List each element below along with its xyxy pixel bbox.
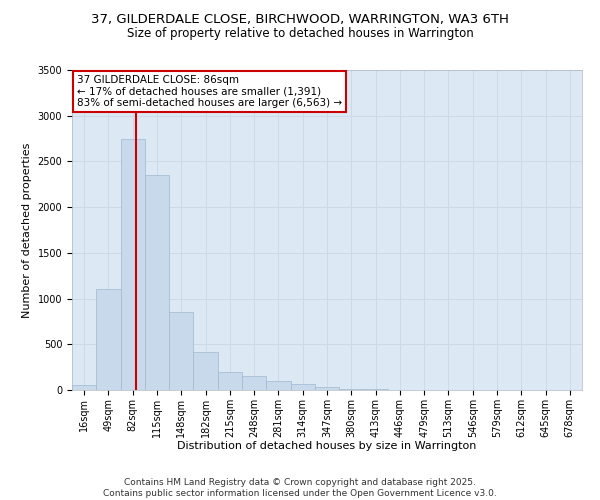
Y-axis label: Number of detached properties: Number of detached properties bbox=[22, 142, 32, 318]
Text: Contains HM Land Registry data © Crown copyright and database right 2025.
Contai: Contains HM Land Registry data © Crown c… bbox=[103, 478, 497, 498]
X-axis label: Distribution of detached houses by size in Warrington: Distribution of detached houses by size … bbox=[178, 441, 476, 451]
Text: Size of property relative to detached houses in Warrington: Size of property relative to detached ho… bbox=[127, 28, 473, 40]
Bar bbox=[242, 376, 266, 390]
Text: 37, GILDERDALE CLOSE, BIRCHWOOD, WARRINGTON, WA3 6TH: 37, GILDERDALE CLOSE, BIRCHWOOD, WARRING… bbox=[91, 12, 509, 26]
Bar bbox=[121, 138, 145, 390]
Bar bbox=[193, 352, 218, 390]
Bar bbox=[339, 388, 364, 390]
Bar bbox=[218, 372, 242, 390]
Text: 37 GILDERDALE CLOSE: 86sqm
← 17% of detached houses are smaller (1,391)
83% of s: 37 GILDERDALE CLOSE: 86sqm ← 17% of deta… bbox=[77, 75, 342, 108]
Bar bbox=[266, 381, 290, 390]
Bar bbox=[96, 290, 121, 390]
Bar bbox=[315, 388, 339, 390]
Bar bbox=[169, 312, 193, 390]
Bar bbox=[290, 384, 315, 390]
Bar bbox=[72, 384, 96, 390]
Bar bbox=[145, 175, 169, 390]
